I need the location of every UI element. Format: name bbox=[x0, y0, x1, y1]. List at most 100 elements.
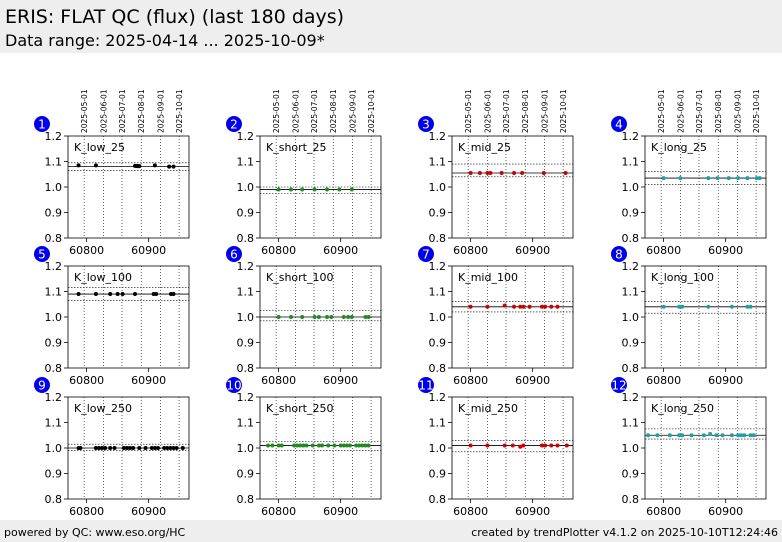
data-point bbox=[152, 163, 157, 168]
x-tick-label: 60800 bbox=[69, 505, 104, 518]
y-tick-label: 0.9 bbox=[237, 207, 255, 220]
data-point bbox=[751, 433, 756, 438]
y-tick-label: 0.8 bbox=[429, 493, 447, 506]
data-point bbox=[78, 446, 83, 450]
date-tick-label: 2025-09-01 bbox=[733, 89, 742, 133]
y-tick-label: 1.1 bbox=[45, 156, 63, 169]
panel-number-badge bbox=[226, 377, 242, 393]
y-tick-label: 1.0 bbox=[622, 181, 640, 194]
y-tick-label: 0.8 bbox=[622, 493, 640, 506]
data-point bbox=[543, 443, 548, 448]
date-tick-label: 2025-08-01 bbox=[714, 89, 723, 133]
data-point bbox=[76, 292, 81, 297]
panel-label: K_long_250 bbox=[651, 402, 714, 415]
panel-number-badge bbox=[611, 377, 627, 393]
data-point bbox=[341, 443, 346, 448]
data-point bbox=[742, 433, 747, 438]
data-point bbox=[477, 170, 482, 175]
date-tick-label: 2025-07-01 bbox=[118, 89, 127, 133]
data-point bbox=[485, 304, 490, 309]
date-tick-label: 2025-05-01 bbox=[657, 89, 666, 133]
data-point bbox=[295, 443, 300, 448]
plot-frame bbox=[451, 265, 574, 369]
data-point bbox=[171, 446, 176, 450]
y-tick-label: 1.2 bbox=[237, 391, 255, 404]
y-tick-label: 1.0 bbox=[429, 311, 447, 324]
y-tick-label: 0.8 bbox=[237, 362, 255, 375]
data-point bbox=[564, 443, 569, 448]
y-tick-label: 0.9 bbox=[45, 468, 63, 481]
data-point bbox=[180, 446, 185, 450]
data-point bbox=[97, 446, 102, 450]
data-point bbox=[499, 170, 504, 175]
data-point bbox=[108, 292, 113, 297]
y-tick-label: 1.1 bbox=[45, 417, 63, 430]
data-point bbox=[325, 315, 330, 319]
data-point bbox=[468, 170, 473, 175]
data-point bbox=[316, 443, 321, 448]
x-tick-label: 60900 bbox=[708, 374, 743, 387]
data-point bbox=[300, 315, 305, 319]
data-point bbox=[739, 433, 744, 438]
data-point bbox=[168, 446, 173, 450]
date-tick-label: 2025-08-01 bbox=[137, 89, 146, 133]
data-point bbox=[266, 443, 271, 448]
y-tick-label: 1.1 bbox=[237, 417, 255, 430]
data-point bbox=[745, 176, 750, 181]
data-point bbox=[502, 443, 507, 448]
y-tick-label: 1.0 bbox=[45, 181, 63, 194]
panel-number: 1 bbox=[38, 118, 46, 132]
y-tick-label: 1.2 bbox=[237, 130, 255, 143]
plot-frame bbox=[644, 396, 767, 500]
y-tick-label: 1.0 bbox=[622, 442, 640, 455]
data-point bbox=[708, 431, 713, 436]
date-tick-label: 2025-07-01 bbox=[695, 89, 704, 133]
data-point bbox=[171, 164, 176, 169]
data-point bbox=[518, 304, 523, 309]
y-tick-label: 1.1 bbox=[622, 156, 640, 169]
data-point bbox=[174, 446, 179, 450]
panel-number: 3 bbox=[422, 118, 430, 132]
data-point bbox=[108, 446, 113, 450]
y-tick-label: 1.0 bbox=[45, 442, 63, 455]
panel-number: 8 bbox=[615, 248, 623, 262]
data-point bbox=[76, 163, 81, 168]
page-subtitle: Data range: 2025-04-14 ... 2025-10-09* bbox=[5, 31, 325, 50]
x-tick-label: 60900 bbox=[131, 374, 166, 387]
page-title: ERIS: FLAT QC (flux) (last 180 days) bbox=[5, 6, 345, 28]
panel-number-badge bbox=[418, 377, 434, 393]
y-tick-label: 1.1 bbox=[237, 156, 255, 169]
data-point bbox=[332, 443, 337, 448]
footer-bar: powered by QC: www.eso.org/HC created by… bbox=[0, 520, 782, 542]
data-point bbox=[754, 176, 759, 181]
panel-number-badge bbox=[418, 246, 434, 262]
panel-number: 4 bbox=[615, 118, 623, 132]
panel-label: K_mid_25 bbox=[458, 141, 511, 154]
date-tick-label: 2025-06-01 bbox=[676, 89, 685, 133]
x-tick-label: 60900 bbox=[131, 505, 166, 518]
plot-frame bbox=[67, 265, 190, 369]
y-tick-label: 1.0 bbox=[429, 442, 447, 455]
panel-number: 10 bbox=[226, 379, 241, 393]
data-point bbox=[289, 315, 294, 319]
x-tick-label: 60900 bbox=[515, 505, 550, 518]
x-tick-label: 60900 bbox=[515, 374, 550, 387]
panel-number-badge bbox=[226, 116, 242, 132]
data-point bbox=[512, 170, 517, 175]
data-point bbox=[555, 443, 560, 448]
data-point bbox=[748, 433, 753, 438]
y-tick-label: 1.1 bbox=[622, 417, 640, 430]
panel-number: 11 bbox=[418, 379, 433, 393]
y-tick-label: 0.9 bbox=[622, 207, 640, 220]
panel-number: 12 bbox=[611, 379, 626, 393]
date-tick-label: 2025-09-01 bbox=[156, 89, 165, 133]
data-point bbox=[520, 170, 525, 175]
y-tick-label: 1.2 bbox=[45, 130, 63, 143]
date-tick-label: 2025-07-01 bbox=[310, 89, 319, 133]
data-point bbox=[149, 446, 154, 450]
data-point bbox=[521, 304, 526, 309]
y-tick-label: 0.9 bbox=[45, 337, 63, 350]
data-point bbox=[354, 443, 359, 448]
x-tick-label: 60800 bbox=[261, 505, 296, 518]
x-tick-label: 60800 bbox=[646, 374, 681, 387]
